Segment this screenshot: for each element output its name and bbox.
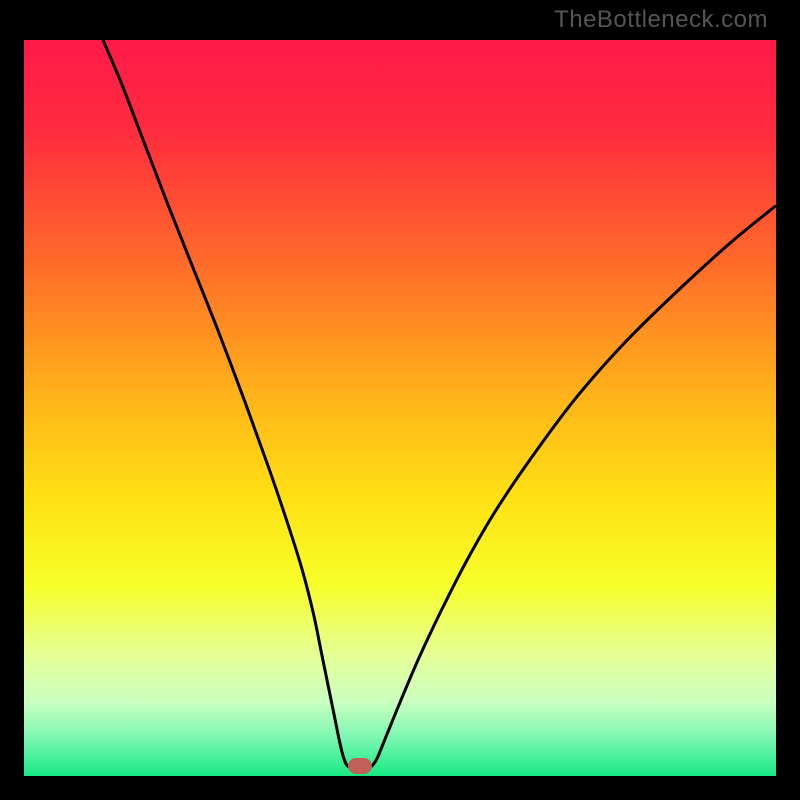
chart-frame: TheBottleneck.com [0, 0, 800, 800]
watermark-text: TheBottleneck.com [554, 6, 768, 34]
border-right [776, 0, 800, 800]
optimal-marker [348, 758, 372, 774]
plot-area [24, 40, 776, 776]
border-left [0, 0, 24, 800]
v-curve [24, 40, 776, 776]
curve-path [103, 40, 776, 769]
border-bottom [0, 776, 800, 800]
